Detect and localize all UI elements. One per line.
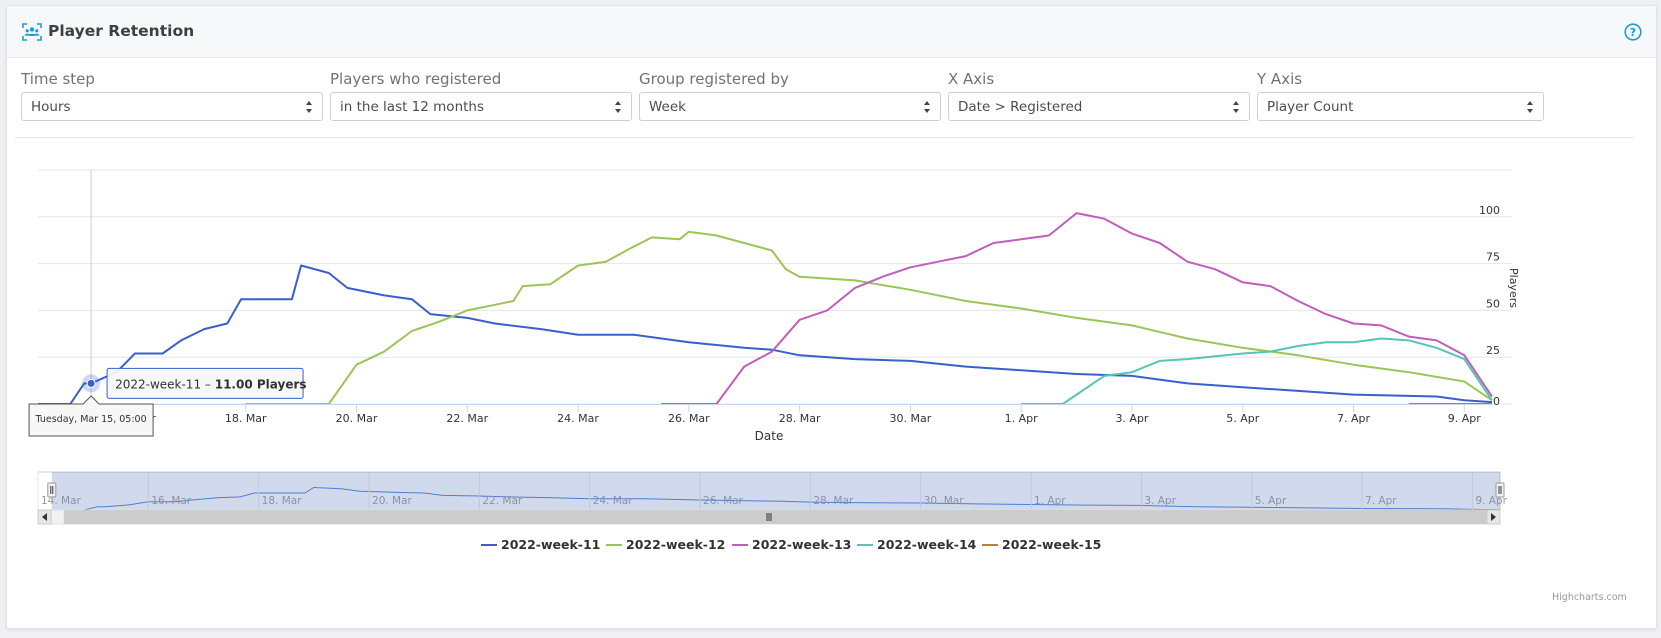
x-axis-select[interactable]: Date > Registered	[948, 92, 1250, 121]
players-registered-select[interactable]: in the last 12 months	[330, 92, 632, 121]
credits-link[interactable]: Highcharts.com	[1552, 592, 1627, 603]
y-axis-select[interactable]: Player Count	[1257, 92, 1544, 121]
svg-text:?: ?	[1630, 26, 1636, 39]
players-registered-value: in the last 12 months	[340, 99, 485, 115]
x-axis-label: X Axis	[948, 70, 995, 88]
time-step-select[interactable]: Hours	[21, 92, 323, 121]
legend-label: 2022-week-12	[626, 537, 725, 552]
time-step-label: Time step	[21, 70, 95, 88]
y-axis-label: Y Axis	[1257, 70, 1303, 88]
legend-item-2022-week-11[interactable]: 2022-week-11	[481, 537, 600, 552]
select-arrows-icon	[306, 101, 312, 113]
legend-label: 2022-week-11	[501, 537, 600, 552]
select-arrows-icon	[1233, 101, 1239, 113]
players-registered-label: Players who registered	[330, 70, 502, 88]
legend-item-2022-week-12[interactable]: 2022-week-12	[606, 537, 725, 552]
group-registered-value: Week	[649, 99, 686, 115]
select-arrows-icon	[1527, 101, 1533, 113]
time-step-value: Hours	[31, 99, 71, 115]
page-title: Player Retention	[48, 22, 195, 40]
select-arrows-icon	[615, 101, 621, 113]
legend: 2022-week-11 2022-week-12 2022-week-13 2022…	[481, 537, 1101, 552]
question-circle-icon[interactable]: ?	[1624, 23, 1642, 41]
x-axis-value: Date > Registered	[958, 99, 1083, 115]
legend-item-2022-week-15[interactable]: 2022-week-15	[982, 537, 1101, 552]
y-axis-value: Player Count	[1267, 99, 1354, 115]
legend-item-2022-week-14[interactable]: 2022-week-14	[857, 537, 977, 552]
legend-label: 2022-week-13	[752, 537, 851, 552]
legend-item-2022-week-13[interactable]: 2022-week-13	[732, 537, 851, 552]
group-registered-label: Group registered by	[639, 70, 789, 88]
legend-label: 2022-week-15	[1002, 537, 1101, 552]
users-group-icon	[22, 23, 42, 41]
group-registered-select[interactable]: Week	[639, 92, 941, 121]
select-arrows-icon	[924, 101, 930, 113]
legend-label: 2022-week-14	[877, 537, 977, 552]
controls-divider	[15, 137, 1634, 138]
panel-header: Player Retention ?	[7, 6, 1656, 58]
